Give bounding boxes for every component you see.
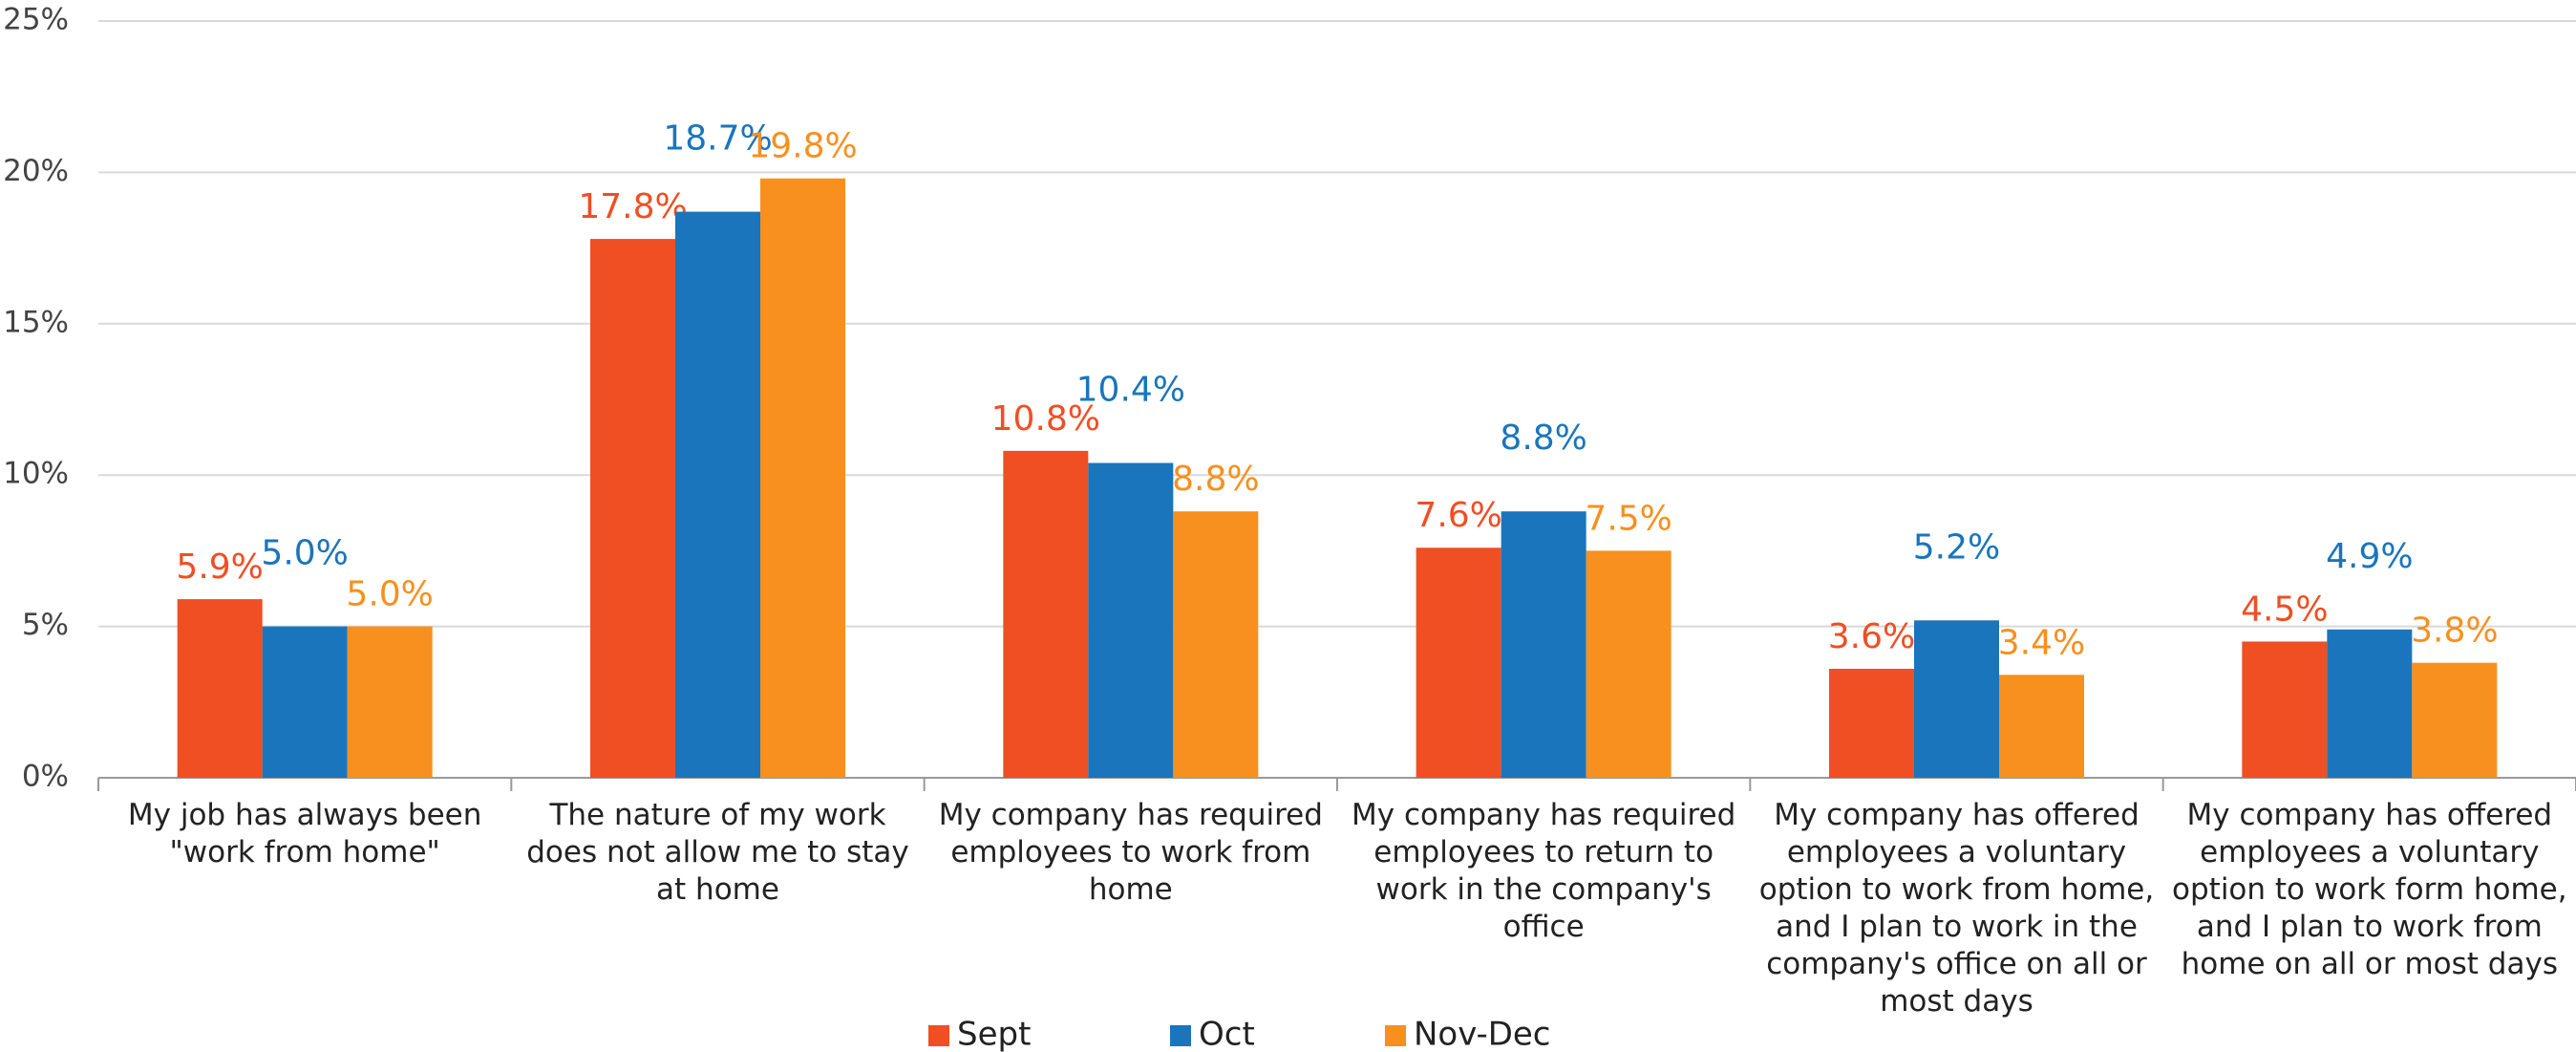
- y-tick-label: 0%: [22, 760, 69, 794]
- bar: [177, 599, 263, 778]
- y-tick-label: 5%: [22, 608, 69, 642]
- x-tick-label: My company has offered employees a volun…: [1758, 798, 2155, 1019]
- data-label: 8.8%: [1172, 460, 1259, 499]
- bar: [347, 626, 433, 778]
- bar: [1003, 450, 1089, 778]
- data-label: 5.0%: [261, 534, 348, 573]
- bar: [262, 626, 348, 778]
- x-tick-label: My company has required employees to ret…: [1352, 798, 1736, 944]
- bar: [2412, 662, 2498, 778]
- legend-label: Sept: [957, 1016, 1031, 1052]
- data-label: 3.6%: [1828, 617, 1915, 656]
- legend-swatch: [1385, 1025, 1406, 1046]
- data-label: 18.7%: [663, 119, 772, 159]
- bar: [1829, 668, 1914, 778]
- legend-label: Oct: [1199, 1016, 1255, 1052]
- x-tick-label: The nature of my work does not allow me …: [526, 798, 909, 907]
- bar: [590, 239, 675, 778]
- data-label: 10.8%: [991, 399, 1100, 439]
- data-label: 3.4%: [1998, 623, 2085, 662]
- bar: [760, 178, 845, 779]
- bar: [2242, 641, 2328, 778]
- bar: [1416, 547, 1501, 778]
- legend-swatch: [1170, 1025, 1191, 1046]
- data-label: 17.8%: [578, 187, 687, 226]
- y-tick-label: 25%: [3, 3, 69, 37]
- bar: [2327, 629, 2413, 778]
- data-label: 8.8%: [1500, 419, 1586, 458]
- bar: [1999, 675, 2084, 778]
- x-tick-label: My job has always been "work from home": [127, 798, 482, 870]
- legend-label: Nov-Dec: [1414, 1016, 1551, 1052]
- data-label: 7.5%: [1585, 499, 1671, 538]
- data-label: 4.5%: [2241, 590, 2328, 629]
- bar: [675, 211, 760, 779]
- bar: [1173, 511, 1259, 778]
- bar: [1501, 511, 1586, 778]
- y-tick-label: 20%: [3, 154, 69, 188]
- legend-swatch: [928, 1025, 949, 1046]
- data-label: 19.8%: [748, 127, 857, 166]
- data-label: 4.9%: [2326, 537, 2413, 576]
- data-label: 5.2%: [1913, 527, 2000, 567]
- bar: [1914, 620, 1999, 778]
- bar: [1586, 550, 1671, 778]
- data-label: 3.8%: [2411, 612, 2498, 651]
- data-label: 5.9%: [176, 547, 263, 587]
- y-tick-label: 15%: [3, 305, 69, 339]
- data-label: 7.6%: [1415, 496, 1501, 535]
- x-tick-label: My company has offered employees a volun…: [2172, 798, 2567, 981]
- y-tick-label: 10%: [3, 457, 69, 491]
- x-tick-label: My company has required employees to wor…: [938, 798, 1323, 907]
- bar: [1088, 462, 1174, 778]
- data-label: 10.4%: [1076, 371, 1185, 410]
- data-label: 5.0%: [346, 575, 433, 614]
